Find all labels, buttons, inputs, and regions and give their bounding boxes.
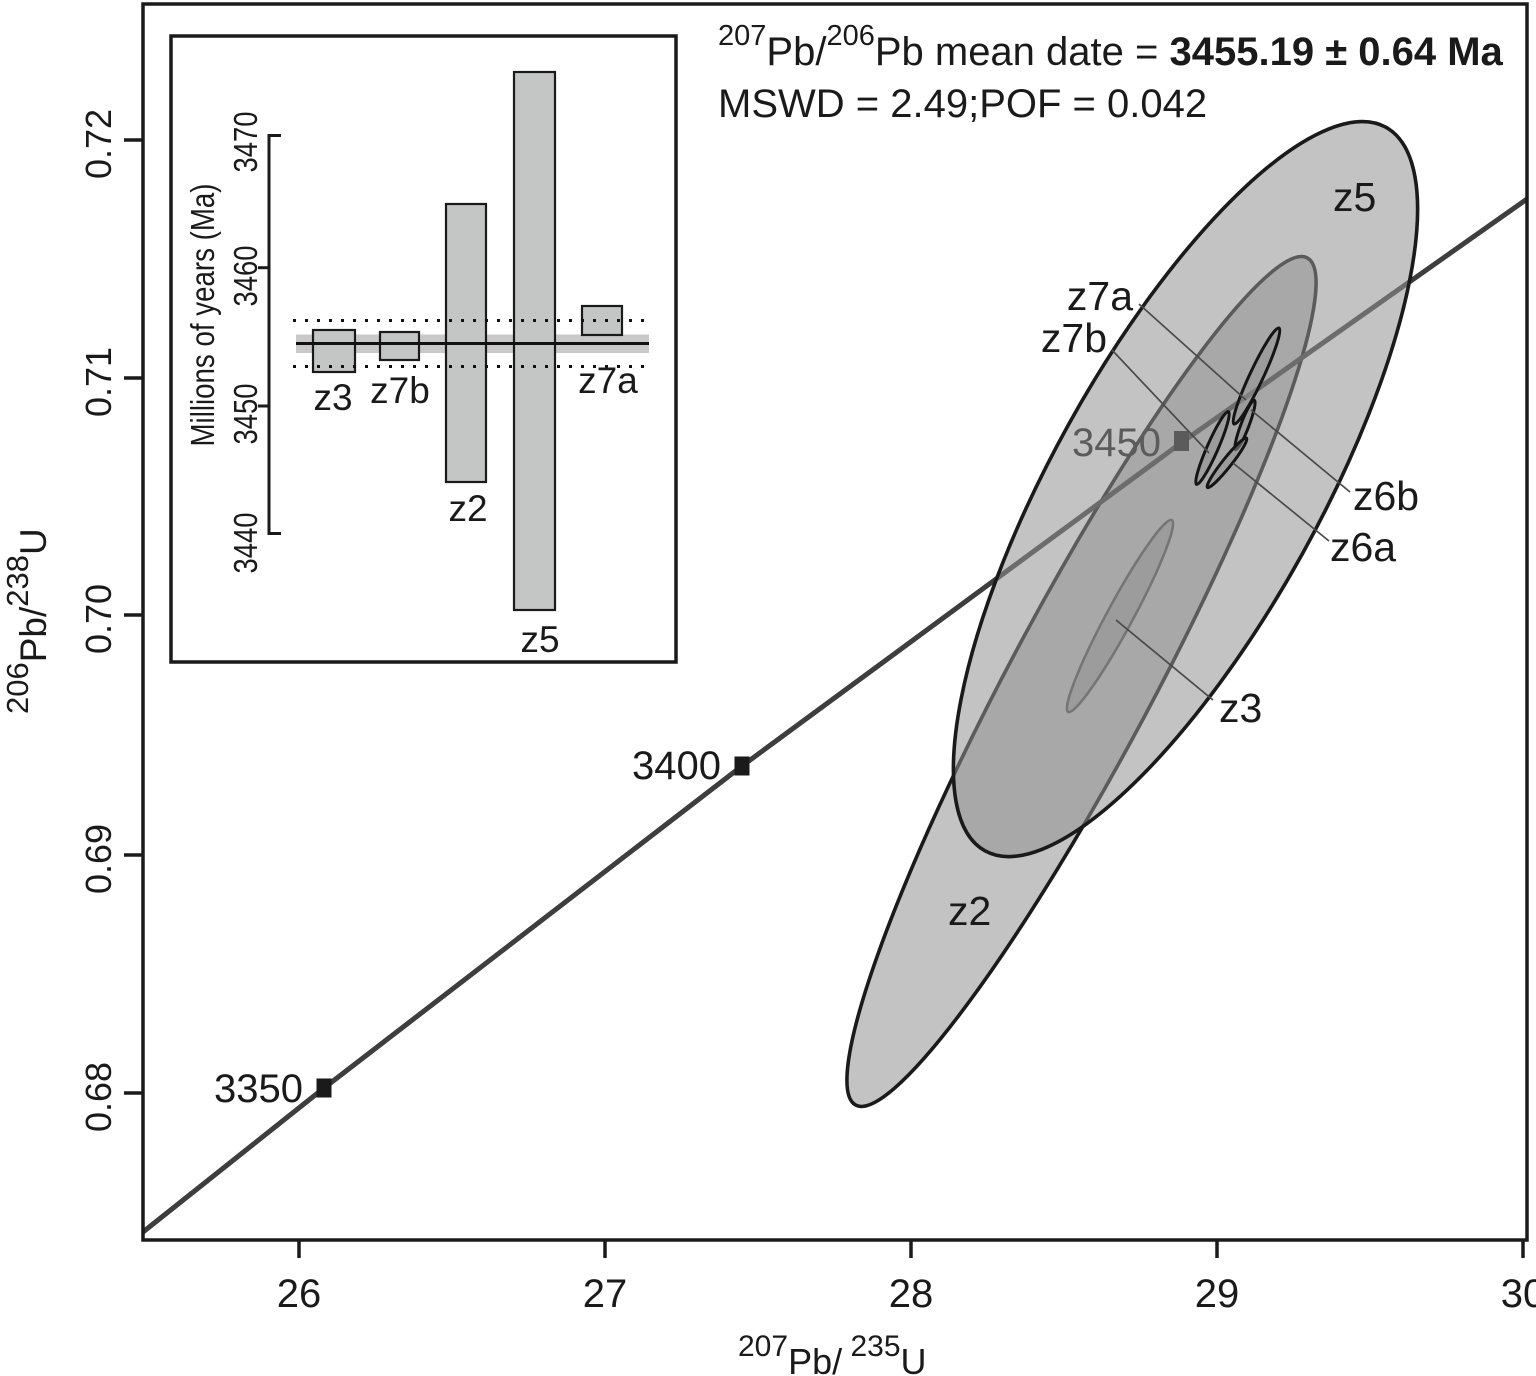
svg-text:26: 26: [277, 1272, 322, 1316]
svg-text:z6a: z6a: [1330, 524, 1396, 570]
svg-text:z2: z2: [948, 888, 991, 934]
svg-text:z7b: z7b: [370, 370, 430, 411]
svg-text:207Pb/206Pb mean date = 3455.1: 207Pb/206Pb mean date = 3455.19 ± 0.64 M…: [718, 20, 1504, 74]
svg-text:0.68: 0.68: [78, 1062, 119, 1132]
svg-text:MSWD = 2.49;POF = 0.042: MSWD = 2.49;POF = 0.042: [718, 82, 1207, 126]
svg-text:z7a: z7a: [1067, 273, 1133, 319]
svg-text:z2: z2: [448, 488, 487, 529]
svg-text:206Pb/238U: 206Pb/238U: [0, 528, 54, 714]
svg-text:3470: 3470: [227, 112, 264, 173]
svg-text:z5: z5: [520, 619, 559, 660]
svg-text:z6b: z6b: [1353, 473, 1419, 519]
svg-text:3350: 3350: [214, 1067, 303, 1111]
svg-text:Millions of years (Ma): Millions of years (Ma): [184, 184, 221, 447]
svg-text:0.71: 0.71: [78, 347, 119, 417]
svg-text:0.72: 0.72: [78, 109, 119, 179]
svg-text:3440: 3440: [227, 513, 264, 574]
svg-text:0.70: 0.70: [78, 584, 119, 654]
svg-text:z3: z3: [313, 377, 352, 418]
svg-text:z5: z5: [1333, 174, 1376, 220]
svg-text:27: 27: [583, 1272, 628, 1316]
svg-text:3400: 3400: [632, 744, 721, 788]
svg-text:z3: z3: [1219, 685, 1262, 731]
svg-text:z7a: z7a: [578, 360, 638, 401]
svg-text:29: 29: [1195, 1272, 1240, 1316]
svg-text:207Pb/ 235U: 207Pb/ 235U: [738, 1330, 927, 1376]
svg-text:3460: 3460: [227, 246, 264, 307]
svg-text:0.69: 0.69: [78, 824, 119, 894]
svg-text:28: 28: [889, 1272, 934, 1316]
svg-text:30: 30: [1501, 1272, 1536, 1316]
svg-text:z7b: z7b: [1041, 315, 1107, 361]
svg-text:3450: 3450: [227, 384, 264, 445]
